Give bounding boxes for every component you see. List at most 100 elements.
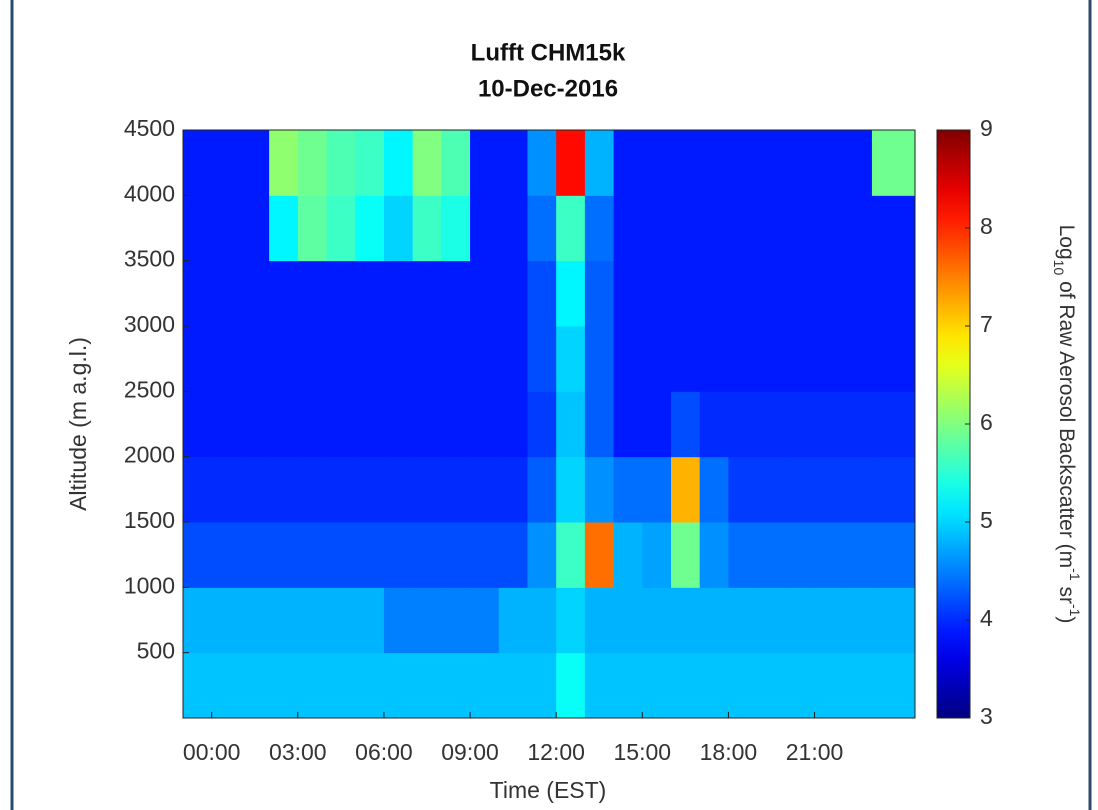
heatmap-cell — [871, 391, 916, 458]
y-tick-label: 3500 — [124, 246, 175, 272]
colorbar-title: Log10 of Raw Aerosol Backscatter (m-1 sr… — [1051, 225, 1083, 624]
plot-frame — [182, 129, 916, 719]
heatmap-cell — [699, 652, 729, 719]
heatmap-cell — [269, 522, 299, 588]
heatmap-cell — [527, 522, 557, 588]
heatmap-cell — [355, 652, 385, 719]
colorbar-tick-label: 7 — [980, 311, 993, 337]
heatmap-cell — [728, 587, 758, 654]
heatmap-cell — [297, 391, 328, 458]
heatmap-cell — [584, 652, 615, 719]
heatmap-cell — [498, 326, 528, 392]
heatmap-cell — [498, 522, 528, 588]
heatmap-cell — [498, 652, 528, 719]
heatmap-cell — [785, 391, 816, 458]
y-tick-label: 4500 — [124, 115, 175, 141]
heatmap-cell — [785, 522, 816, 588]
heatmap-cell — [785, 652, 816, 719]
heatmap-cell — [613, 587, 643, 654]
x-tick-label: 15:00 — [614, 739, 672, 765]
colorbar-title-part: sr — [1055, 581, 1078, 604]
heatmap-cell — [757, 195, 787, 262]
heatmap-cell — [785, 326, 816, 392]
heatmap-cell — [326, 652, 356, 719]
heatmap-cell — [527, 652, 557, 719]
heatmap-cell — [470, 652, 500, 719]
heatmap-cell — [441, 195, 471, 262]
colorbar-tick-label: 4 — [980, 605, 993, 631]
heatmap-cell — [211, 391, 241, 458]
colorbar-title-part: -1 — [1067, 568, 1083, 581]
heatmap-cell — [297, 587, 328, 654]
heatmap-cell — [814, 326, 844, 392]
heatmap-cell — [728, 522, 758, 588]
heatmap-cell — [613, 326, 643, 392]
heatmap-cell — [613, 652, 643, 719]
heatmap-cell — [728, 326, 758, 392]
heatmap-cell — [556, 522, 586, 588]
colorbar-tick-label: 9 — [980, 115, 993, 141]
y-tick-label: 4000 — [124, 180, 175, 206]
heatmap-cell — [498, 456, 528, 523]
heatmap-cell — [269, 195, 299, 262]
heatmap-cell — [297, 456, 328, 523]
heatmap-cell — [183, 652, 213, 719]
heatmap-cell — [470, 326, 500, 392]
heatmap-cell — [785, 456, 816, 523]
heatmap-cell — [183, 522, 213, 588]
heatmap-cell — [527, 326, 557, 392]
heatmap-cell — [383, 326, 414, 392]
heatmap-cell — [470, 587, 500, 654]
colorbar-tick-label: 3 — [980, 703, 993, 729]
heatmap-cell — [527, 587, 557, 654]
heatmap-cell — [498, 587, 528, 654]
y-tick-label: 2500 — [124, 376, 175, 402]
heatmap-cell — [441, 260, 471, 327]
heatmap-cell — [269, 260, 299, 327]
heatmap-cell — [498, 260, 528, 327]
heatmap-cell — [556, 587, 586, 654]
heatmap-cell — [757, 130, 787, 196]
heatmap-cell — [642, 326, 672, 392]
heatmap-cell — [814, 260, 844, 327]
heatmap-cell — [843, 456, 873, 523]
heatmap-cell — [355, 391, 385, 458]
heatmap-cell — [240, 391, 270, 458]
heatmap-cell — [211, 260, 241, 327]
heatmap-cell — [498, 391, 528, 458]
heatmap-cell — [326, 260, 356, 327]
heatmap-cell — [871, 652, 916, 719]
heatmap-cell — [642, 260, 672, 327]
heatmap-cell — [412, 260, 442, 327]
heatmap-cell — [441, 391, 471, 458]
heatmap-cell — [757, 652, 787, 719]
heatmap-cell — [785, 130, 816, 196]
heatmap-cell — [642, 130, 672, 196]
heatmap-cell — [269, 587, 299, 654]
heatmap-cell — [556, 326, 586, 392]
heatmap-cell — [699, 326, 729, 392]
heatmap-cell — [441, 587, 471, 654]
heatmap-cell — [814, 522, 844, 588]
heatmap-cell — [383, 522, 414, 588]
chart-subtitle: 10-Dec-2016 — [478, 75, 618, 102]
heatmap-cell — [584, 195, 615, 262]
heatmap-cell — [240, 522, 270, 588]
heatmap-cell — [699, 522, 729, 588]
heatmap-cell — [556, 195, 586, 262]
heatmap-cell — [671, 326, 701, 392]
heatmap-cell — [699, 391, 729, 458]
heatmap-cell — [383, 587, 414, 654]
heatmap-cell — [441, 456, 471, 523]
x-tick-label: 06:00 — [355, 739, 413, 765]
heatmap-cell — [183, 391, 213, 458]
heatmap-cell — [613, 130, 643, 196]
x-tick-label: 12:00 — [527, 739, 585, 765]
x-axis-title: Time (EST) — [490, 777, 607, 803]
heatmap-cell — [642, 391, 672, 458]
y-tick-label: 3000 — [124, 311, 175, 337]
heatmap-cell — [269, 326, 299, 392]
heatmap-cell — [412, 326, 442, 392]
heatmap-cell — [671, 195, 701, 262]
heatmap-cell — [470, 195, 500, 262]
